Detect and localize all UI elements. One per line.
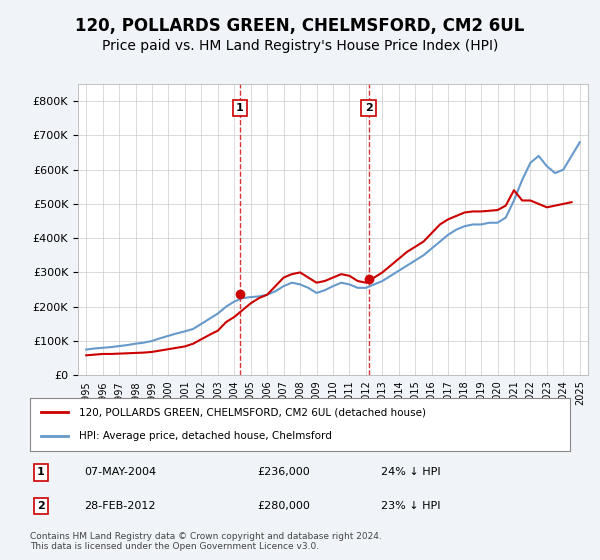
- Text: 28-FEB-2012: 28-FEB-2012: [84, 501, 155, 511]
- Text: 1: 1: [37, 468, 44, 478]
- Text: 23% ↓ HPI: 23% ↓ HPI: [381, 501, 440, 511]
- Text: 1: 1: [236, 103, 244, 113]
- Text: £236,000: £236,000: [257, 468, 310, 478]
- Text: 2: 2: [37, 501, 44, 511]
- Text: £280,000: £280,000: [257, 501, 310, 511]
- Text: 2: 2: [365, 103, 373, 113]
- Text: Price paid vs. HM Land Registry's House Price Index (HPI): Price paid vs. HM Land Registry's House …: [102, 39, 498, 53]
- Text: 24% ↓ HPI: 24% ↓ HPI: [381, 468, 440, 478]
- Text: 07-MAY-2004: 07-MAY-2004: [84, 468, 156, 478]
- Text: 120, POLLARDS GREEN, CHELMSFORD, CM2 6UL: 120, POLLARDS GREEN, CHELMSFORD, CM2 6UL: [76, 17, 524, 35]
- Text: Contains HM Land Registry data © Crown copyright and database right 2024.
This d: Contains HM Land Registry data © Crown c…: [30, 532, 382, 552]
- Text: HPI: Average price, detached house, Chelmsford: HPI: Average price, detached house, Chel…: [79, 431, 331, 441]
- Text: 120, POLLARDS GREEN, CHELMSFORD, CM2 6UL (detached house): 120, POLLARDS GREEN, CHELMSFORD, CM2 6UL…: [79, 408, 425, 418]
